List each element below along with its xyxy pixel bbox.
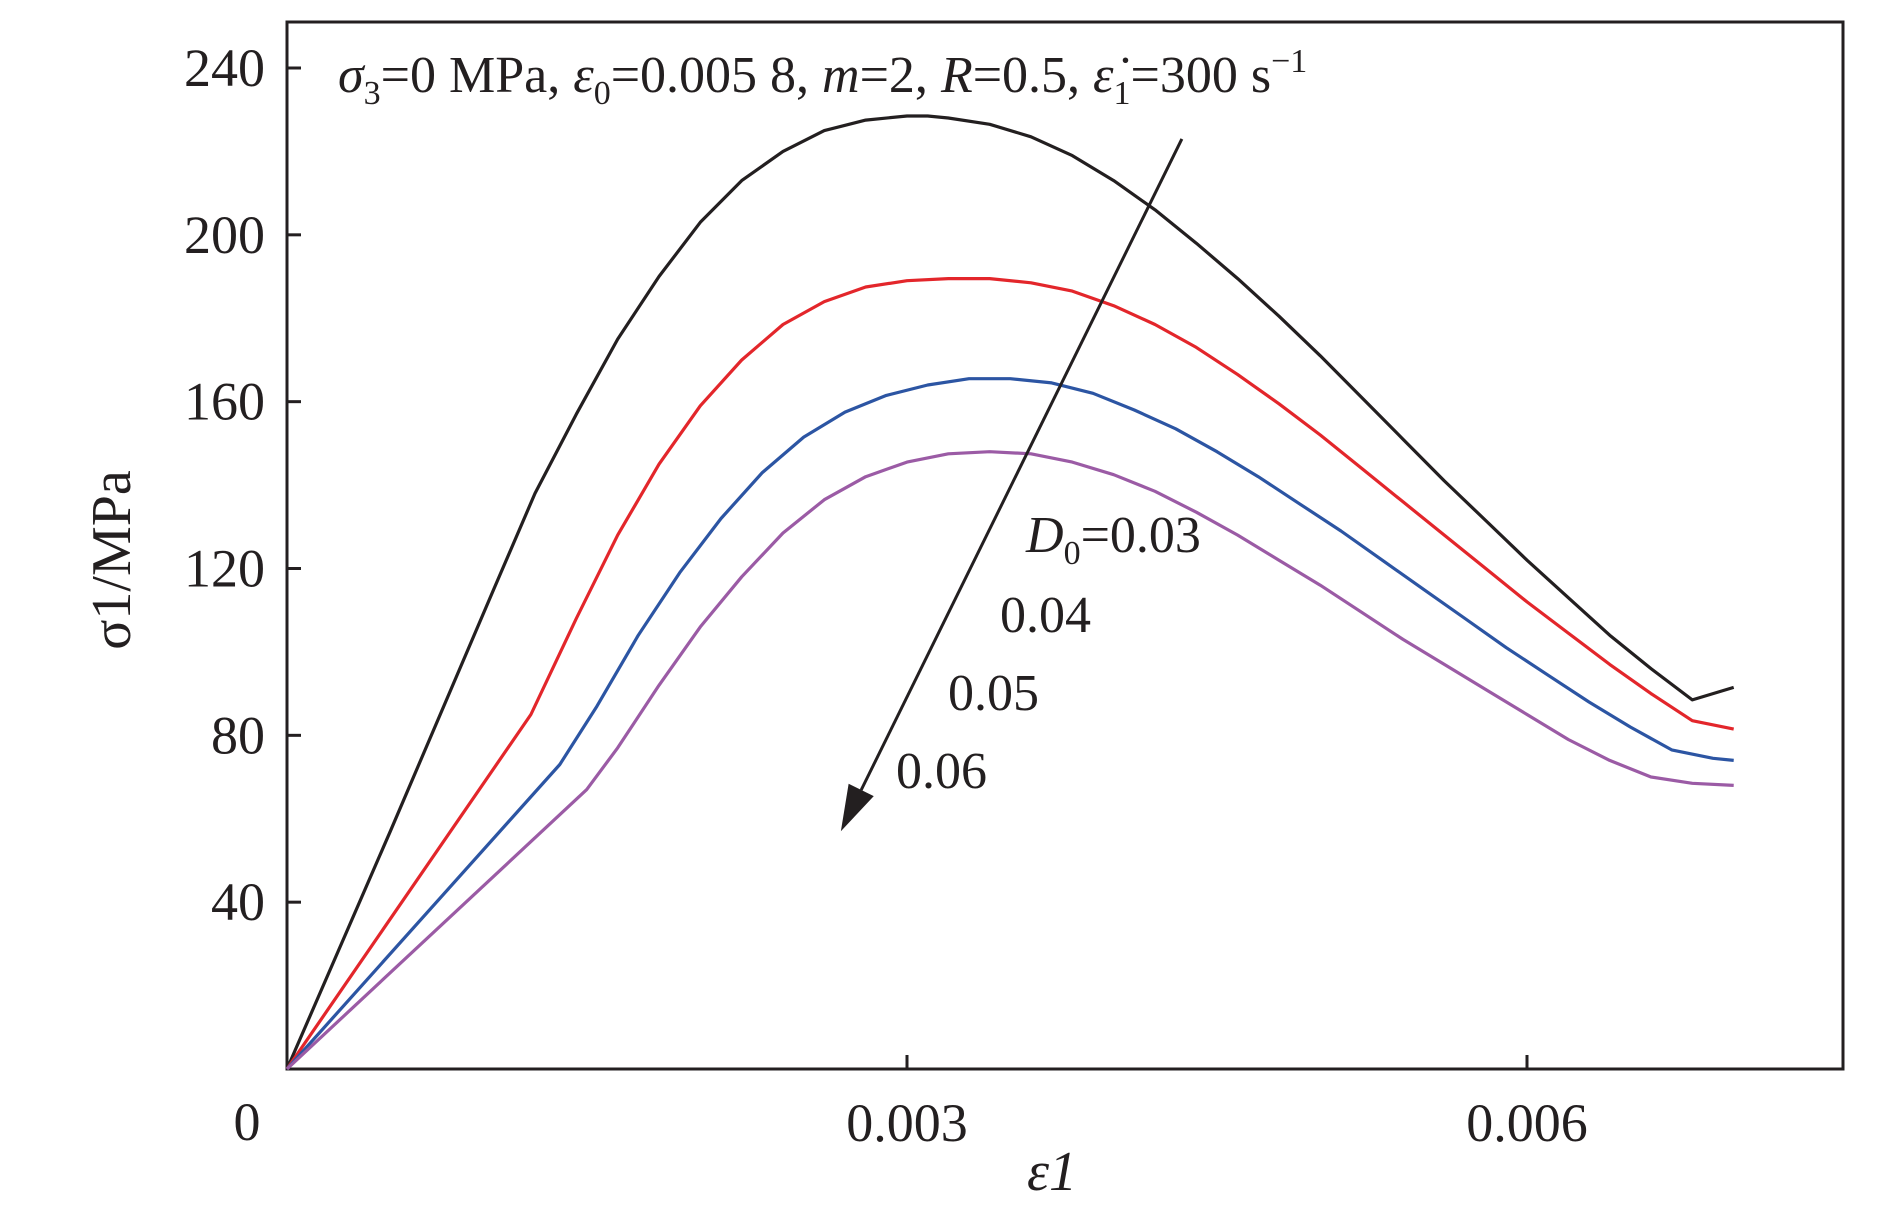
arrow-label-0-06: 0.06	[896, 743, 987, 800]
series-layer	[285, 114, 1735, 1071]
x-axis-ticks: 0.003 0.006	[846, 1055, 1588, 1153]
x-tick-label: 0.003	[846, 1093, 968, 1153]
y-tick-label: 240	[184, 38, 265, 98]
arrow-head	[840, 783, 874, 832]
y-axis-ticks: 40 80 120 160 200 240	[184, 38, 301, 932]
series-line-3	[285, 377, 1734, 1071]
arrow-shaft	[859, 138, 1184, 791]
y-tick-label: 80	[211, 705, 265, 765]
arrow-label-0-05: 0.05	[948, 665, 1039, 722]
parameter-annotation: σ3=0 MPa, ε0=0.005 8, m=2, R=0.5, ε̇1=30…	[338, 43, 1307, 112]
series-line-2	[285, 277, 1735, 1070]
x-tick-label: 0.006	[1466, 1093, 1588, 1153]
series-line-1	[285, 114, 1735, 1070]
y-tick-label: 200	[184, 205, 265, 265]
plot-frame	[285, 20, 1845, 1071]
x-axis-title: ε1	[1027, 1141, 1077, 1203]
y-tick-label: 40	[211, 872, 265, 932]
y-tick-label: 160	[184, 372, 265, 432]
y-axis-title: σ1/MPa	[81, 470, 143, 650]
arrow-label-0-04: 0.04	[1000, 587, 1091, 644]
arrow-label-d0: D0=0.03	[1025, 507, 1201, 572]
y-tick-label: 120	[184, 539, 265, 599]
origin-label: 0	[234, 1092, 261, 1152]
series-line-4	[285, 450, 1734, 1071]
trend-arrow	[840, 138, 1184, 832]
